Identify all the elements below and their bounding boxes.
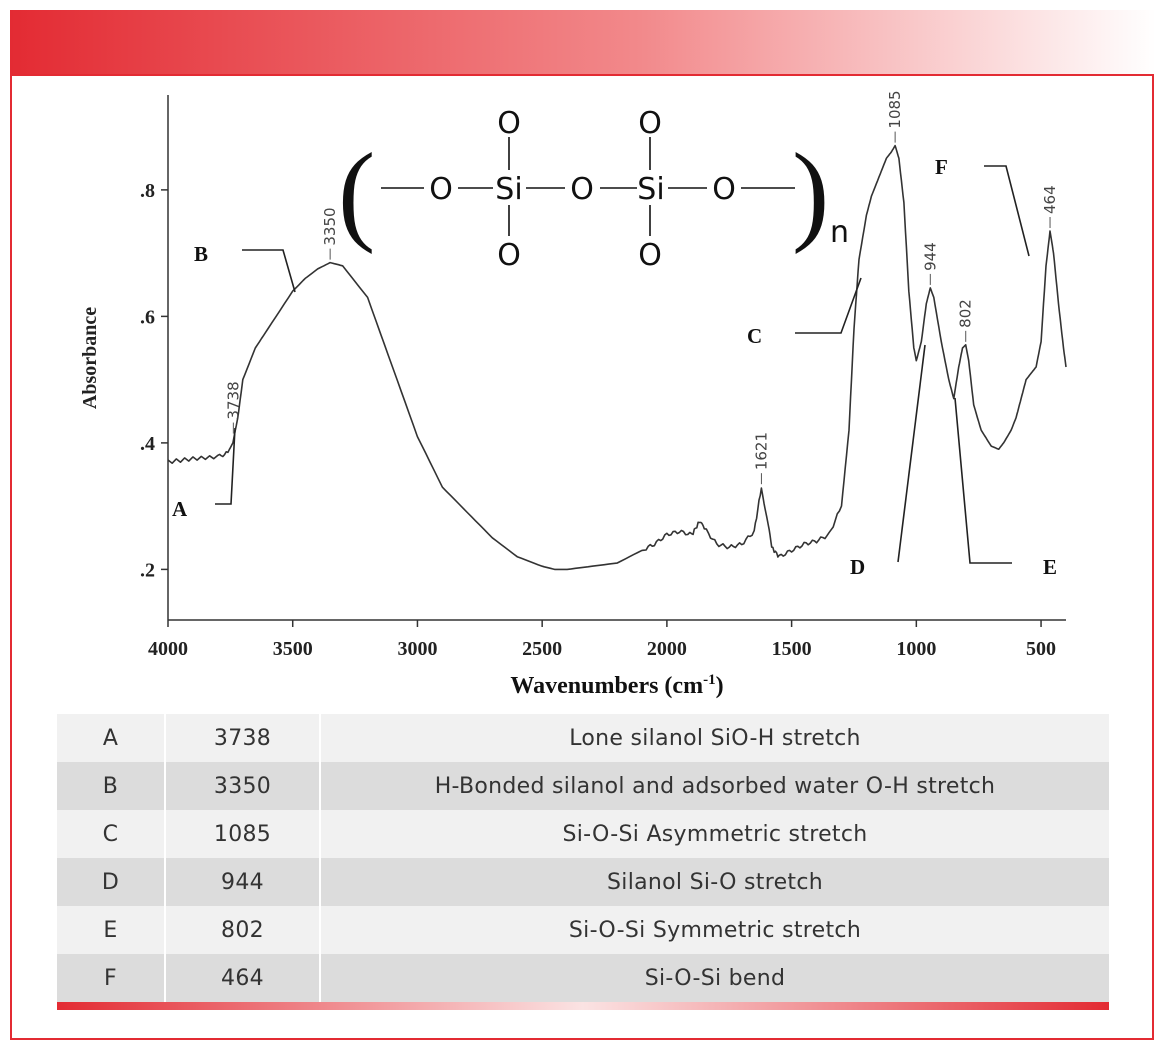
peak-wavenumber: 3350 bbox=[165, 762, 321, 810]
leader-e bbox=[954, 397, 1012, 564]
peak-wavenumber: 944 bbox=[165, 858, 321, 906]
y-axis-ticks: .2 .4 .6 .8 bbox=[140, 180, 168, 581]
leader-a bbox=[215, 427, 236, 505]
peak-assignment: Silanol Si-O stretch bbox=[320, 858, 1109, 906]
annotation-a: A bbox=[172, 497, 188, 521]
peak-label: 464 bbox=[1041, 185, 1059, 214]
x-tick-label: 500 bbox=[1026, 638, 1056, 660]
bottom-gradient-bar bbox=[57, 1002, 1109, 1010]
x-tick-label: 3000 bbox=[397, 638, 437, 660]
leader-c bbox=[795, 277, 862, 334]
table-row: B 3350 H-Bonded silanol and adsorbed wat… bbox=[57, 762, 1109, 810]
peak-letter: C bbox=[57, 810, 166, 858]
y-tick-label: .6 bbox=[140, 306, 155, 328]
table-row: F 464 Si-O-Si bend bbox=[57, 954, 1109, 1002]
x-tick-label: 2000 bbox=[647, 638, 687, 660]
peak-label: 802 bbox=[957, 299, 975, 328]
peak-letter: E bbox=[57, 906, 166, 954]
top-atom-2: O bbox=[638, 106, 662, 141]
annotation-d: D bbox=[850, 555, 865, 579]
annotation-leaders bbox=[215, 165, 1030, 564]
ftir-spectrum-chart: 4000 3500 3000 2500 2000 1500 1000 500 .2 .4 .6 .8… bbox=[79, 90, 1067, 699]
chain-atom-2: Si bbox=[495, 172, 522, 207]
table-row: D 944 Silanol Si-O stretch bbox=[57, 858, 1109, 906]
table-row: A 3738 Lone silanol SiO-H stretch bbox=[57, 714, 1109, 762]
peak-assignment: Si-O-Si Symmetric stretch bbox=[320, 906, 1109, 954]
x-tick-label: 3500 bbox=[273, 638, 313, 660]
x-axis-ticks: 4000 3500 3000 2500 2000 1500 1000 500 bbox=[148, 620, 1056, 660]
left-bracket: ( bbox=[338, 131, 375, 255]
chain-atom-5: O bbox=[712, 172, 736, 207]
right-bracket: ) bbox=[792, 131, 829, 255]
peak-assignment: Si-O-Si Asymmetric stretch bbox=[320, 810, 1109, 858]
y-tick-label: .8 bbox=[140, 180, 155, 202]
peak-wavenumber: 802 bbox=[165, 906, 321, 954]
x-tick-label: 1000 bbox=[896, 638, 936, 660]
annotation-c: C bbox=[747, 324, 762, 348]
peak-assignment: Si-O-Si bend bbox=[320, 954, 1109, 1002]
peak-wavenumber: 1085 bbox=[165, 810, 321, 858]
x-tick-label: 1500 bbox=[772, 638, 812, 660]
bottom-atom-2: O bbox=[638, 238, 662, 273]
annotation-f: F bbox=[935, 155, 948, 179]
peak-assignment-table: A 3738 Lone silanol SiO-H stretch B 3350… bbox=[57, 714, 1109, 1002]
bottom-atom-1: O bbox=[497, 238, 521, 273]
peak-markers: 3738 3350 1621 1085 944 802 464 bbox=[224, 90, 1059, 485]
peak-letter: B bbox=[57, 762, 166, 810]
annotation-e: E bbox=[1043, 555, 1057, 579]
top-gradient-bar bbox=[10, 10, 1156, 76]
leader-d bbox=[897, 344, 926, 563]
table-row: C 1085 Si-O-Si Asymmetric stretch bbox=[57, 810, 1109, 858]
figure-frame bbox=[10, 74, 1154, 1040]
repeat-subscript: n bbox=[830, 215, 849, 250]
leader-f bbox=[984, 165, 1030, 257]
x-axis-label: Wavenumbers (cm-1) bbox=[510, 672, 723, 699]
x-tick-label: 4000 bbox=[148, 638, 188, 660]
y-tick-label: .2 bbox=[140, 559, 155, 581]
chain-atom-4: Si bbox=[637, 172, 664, 207]
chain-atom-3: O bbox=[570, 172, 594, 207]
chain-atom-1: O bbox=[429, 172, 453, 207]
x-tick-label: 2500 bbox=[522, 638, 562, 660]
peak-wavenumber: 464 bbox=[165, 954, 321, 1002]
peak-letter: D bbox=[57, 858, 166, 906]
peak-label: 1085 bbox=[886, 90, 904, 128]
peak-assignment: Lone silanol SiO-H stretch bbox=[320, 714, 1109, 762]
annotation-b: B bbox=[194, 242, 208, 266]
peak-label: 3738 bbox=[224, 381, 242, 419]
peak-label: 1621 bbox=[752, 432, 770, 470]
y-tick-label: .4 bbox=[140, 433, 155, 455]
y-axis-label: Absorbance bbox=[79, 307, 101, 409]
peak-letter: A bbox=[57, 714, 166, 762]
peak-assignment: H-Bonded silanol and adsorbed water O-H … bbox=[320, 762, 1109, 810]
peak-label: 944 bbox=[921, 242, 939, 271]
leader-b bbox=[242, 249, 296, 293]
spectrum-line bbox=[167, 144, 1067, 571]
peak-letter: F bbox=[57, 954, 166, 1002]
top-atom-1: O bbox=[497, 106, 521, 141]
siloxane-structure: ( ) n O Si O Si O O O O O bbox=[338, 106, 849, 273]
peak-wavenumber: 3738 bbox=[165, 714, 321, 762]
peak-label: 3350 bbox=[321, 207, 339, 245]
table-row: E 802 Si-O-Si Symmetric stretch bbox=[57, 906, 1109, 954]
